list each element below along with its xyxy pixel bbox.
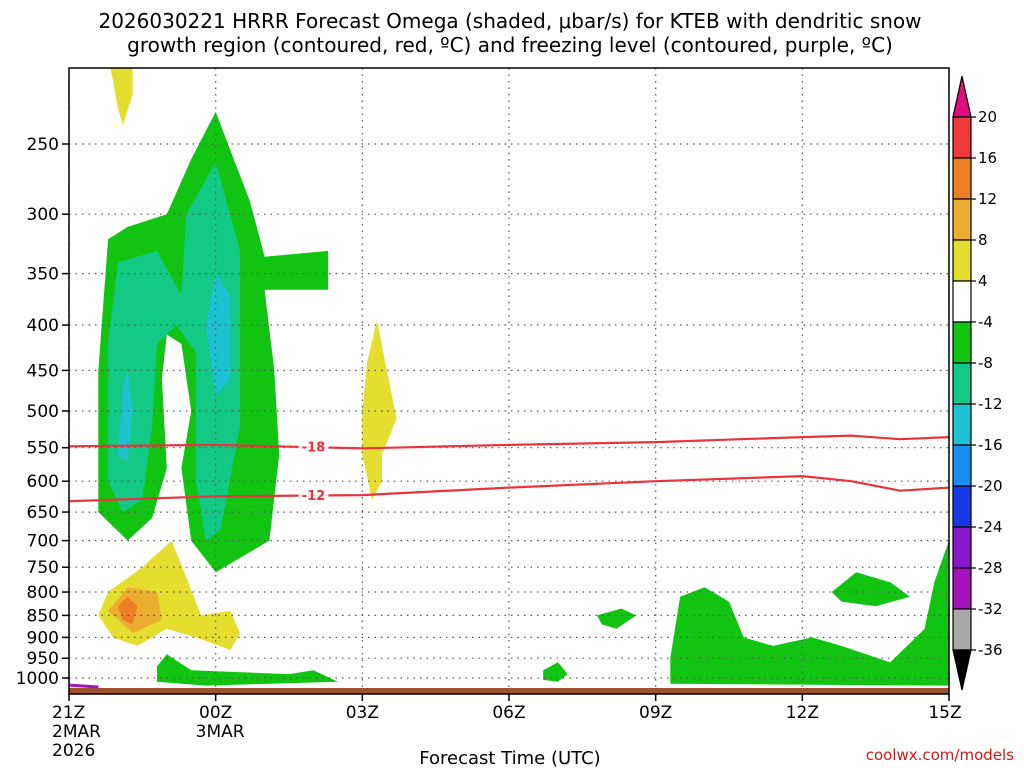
colorbar: 20 16 12 8 4 -4 -8 -12 -16 -20 -24 -28 -32 -36 bbox=[952, 75, 1003, 691]
colorbar-label--8: -8 bbox=[978, 354, 993, 372]
omega-region-0 bbox=[110, 68, 133, 126]
x-tick-label-09Z: 09Z bbox=[639, 703, 672, 723]
omega-region-10 bbox=[543, 662, 568, 682]
x-tick-label-12Z: 12Z bbox=[786, 703, 819, 723]
omega-region-7 bbox=[117, 596, 138, 625]
y-tick-label-350: 350 bbox=[27, 265, 59, 285]
x-tick-date-00Z: 3MAR bbox=[196, 722, 245, 742]
colorbar-band bbox=[952, 321, 972, 364]
omega-region-12 bbox=[670, 540, 949, 686]
colorbar-label--12: -12 bbox=[978, 395, 1003, 413]
colorbar-label-20: 20 bbox=[978, 108, 997, 126]
colorbar-label-8: 8 bbox=[978, 231, 988, 249]
y-tick-label-850: 850 bbox=[27, 606, 59, 626]
colorbar-label-16: 16 bbox=[978, 149, 997, 167]
x-tick-label-15Z: 15Z bbox=[928, 703, 961, 723]
y-tick-label-600: 600 bbox=[27, 472, 59, 492]
freezing-level-contour bbox=[68, 683, 99, 689]
colorbar-label--16: -16 bbox=[978, 436, 1003, 454]
colorbar-label-12: 12 bbox=[978, 190, 997, 208]
colorbar-band bbox=[952, 239, 972, 282]
y-tick-label-400: 400 bbox=[27, 316, 59, 336]
colorbar-band bbox=[952, 362, 972, 405]
omega-region-4 bbox=[205, 273, 231, 396]
x-tick-label-00Z: 00Z bbox=[199, 703, 232, 723]
colorbar-label--36: -36 bbox=[978, 641, 1003, 659]
contour-label-bg bbox=[298, 438, 329, 454]
colorbar-band bbox=[952, 526, 972, 569]
y-tick-label-300: 300 bbox=[27, 205, 59, 225]
y-tick-label-250: 250 bbox=[27, 135, 59, 155]
y-tick-label-800: 800 bbox=[27, 583, 59, 603]
dendritic-contours: -18 -12 bbox=[69, 434, 949, 504]
colorbar-band bbox=[952, 608, 972, 651]
colorbar-band bbox=[952, 403, 972, 446]
x-tick-label-03Z: 03Z bbox=[346, 703, 379, 723]
y-tick-label-900: 900 bbox=[27, 628, 59, 648]
omega-region-13 bbox=[831, 572, 910, 607]
y-tick-label-650: 650 bbox=[27, 503, 59, 523]
colorbar-label--24: -24 bbox=[978, 518, 1003, 536]
colorbar-label--20: -20 bbox=[978, 477, 1003, 495]
chart-title-line2: growth region (contoured, red, ºC) and f… bbox=[127, 33, 893, 57]
colorbar-label--32: -32 bbox=[978, 600, 1003, 618]
colorbar-band bbox=[952, 280, 972, 323]
y-tick-label-450: 450 bbox=[27, 361, 59, 381]
colorbar-band bbox=[952, 485, 972, 528]
colorbar-band bbox=[952, 157, 972, 200]
omega-region-11 bbox=[597, 608, 637, 629]
colorbar-band bbox=[952, 567, 972, 610]
colorbar-label--4: -4 bbox=[978, 313, 993, 331]
colorbar-label-4: 4 bbox=[978, 272, 988, 290]
freezing-level-line bbox=[68, 683, 99, 689]
contour-line--12 bbox=[69, 474, 949, 503]
y-tick-label-700: 700 bbox=[27, 532, 59, 552]
y-tick-label-550: 550 bbox=[27, 439, 59, 459]
omega-region-9 bbox=[157, 654, 338, 686]
y-tick-label-500: 500 bbox=[27, 402, 59, 422]
colorbar-top-tip bbox=[952, 75, 972, 118]
omega-region-3 bbox=[117, 370, 133, 462]
omega-region-8 bbox=[362, 320, 397, 500]
contour-label-bg bbox=[298, 487, 329, 503]
colorbar-bottom-tip bbox=[952, 649, 972, 691]
colorbar-band bbox=[952, 444, 972, 487]
x-tick-label-06Z: 06Z bbox=[492, 703, 525, 723]
credit-label: coolwx.com/models bbox=[866, 746, 1014, 764]
chart-title-line1: 2026030221 HRRR Forecast Omega (shaded, … bbox=[98, 9, 921, 33]
y-tick-label-950: 950 bbox=[27, 649, 59, 669]
contour-label--12: -12 bbox=[302, 489, 326, 504]
y-tick-label-750: 750 bbox=[27, 558, 59, 578]
colorbar-label--28: -28 bbox=[978, 559, 1003, 577]
y-tick-label-1000: 1000 bbox=[16, 669, 59, 689]
colorbar-band bbox=[952, 198, 972, 241]
x-tick-label-21Z: 21Z bbox=[52, 703, 85, 723]
x-axis-label: Forecast Time (UTC) bbox=[419, 748, 600, 768]
colorbar-band bbox=[952, 116, 972, 159]
contour-line--18 bbox=[69, 434, 949, 450]
contour-label--18: -18 bbox=[302, 440, 326, 455]
y-axis: 2503003504004505005506006507007508008509… bbox=[16, 135, 69, 689]
ground-bar bbox=[69, 688, 949, 694]
x-tick-year-21Z: 2026 bbox=[52, 741, 95, 761]
x-tick-date-21Z: 2MAR bbox=[52, 722, 101, 742]
